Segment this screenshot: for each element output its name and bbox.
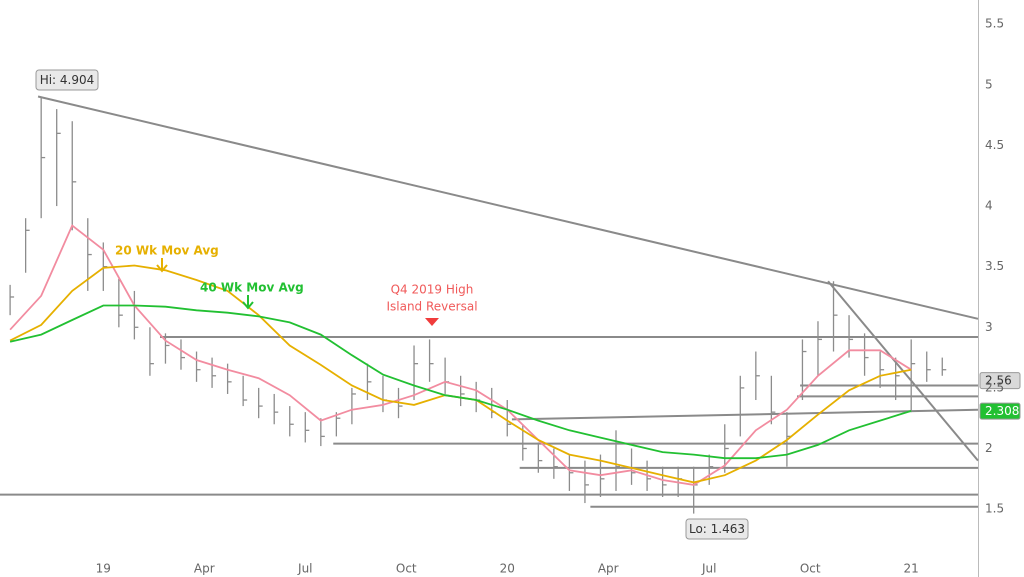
- ma40-label: 40 Wk Mov Avg: [200, 281, 304, 295]
- price-tag: [979, 402, 1021, 420]
- x-tick-label: Apr: [598, 562, 619, 576]
- x-tick-label: Oct: [800, 562, 821, 576]
- x-tick-label: Oct: [396, 562, 417, 576]
- price-tag-label: 2.308: [985, 404, 1019, 418]
- y-tick-label: 5: [985, 77, 993, 91]
- ma20-arrow: [156, 258, 168, 273]
- moving-average-line: [9, 304, 912, 460]
- price-tag-label: 2.56: [985, 374, 1012, 388]
- x-tick-label: Jul: [701, 562, 716, 576]
- y-tick-label: 2.5: [985, 380, 1004, 394]
- x-tick-label: Jul: [297, 562, 312, 576]
- moving-average-line: [9, 224, 912, 486]
- plot-area: [0, 95, 979, 514]
- x-tick-label: 21: [904, 562, 919, 576]
- ma20-label: 20 Wk Mov Avg: [115, 244, 219, 258]
- y-tick-label: 2: [985, 441, 993, 455]
- lo-box: [685, 518, 749, 540]
- reversal-label: Island Reversal: [386, 300, 477, 314]
- reversal-label: Q4 2019 High: [391, 283, 474, 297]
- hi-label: Hi: 4.904: [40, 73, 95, 87]
- ma40-arrow: [242, 295, 254, 310]
- y-tick-label: 5.5: [985, 17, 1004, 31]
- y-tick-label: 3: [985, 320, 993, 334]
- y-tick-label: 4: [985, 199, 993, 213]
- reversal-marker: [425, 318, 439, 326]
- x-tick-label: 20: [500, 562, 515, 576]
- y-tick-label: 3.5: [985, 259, 1004, 273]
- price-tag: [979, 372, 1021, 390]
- x-tick-label: 19: [96, 562, 111, 576]
- trend-line: [511, 408, 979, 421]
- y-tick-label: 4.5: [985, 138, 1004, 152]
- hi-box: [35, 69, 99, 91]
- price-tags: 2.56 2.308: [979, 372, 1021, 420]
- lo-label: Lo: 1.463: [689, 522, 745, 536]
- trend-line: [37, 95, 979, 320]
- y-tick-label: 1.5: [985, 502, 1004, 516]
- x-tick-label: Apr: [194, 562, 215, 576]
